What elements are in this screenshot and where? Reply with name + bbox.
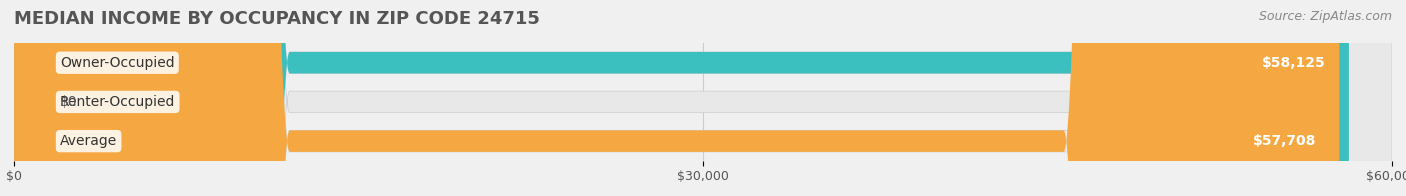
Text: Average: Average <box>60 134 117 148</box>
FancyBboxPatch shape <box>14 0 1392 196</box>
Text: Renter-Occupied: Renter-Occupied <box>60 95 176 109</box>
FancyBboxPatch shape <box>14 0 1392 196</box>
Text: $58,125: $58,125 <box>1263 56 1326 70</box>
FancyBboxPatch shape <box>14 0 1340 196</box>
Text: Source: ZipAtlas.com: Source: ZipAtlas.com <box>1258 10 1392 23</box>
FancyBboxPatch shape <box>14 0 1348 196</box>
FancyBboxPatch shape <box>14 0 1392 196</box>
Text: $0: $0 <box>60 95 77 109</box>
Text: $57,708: $57,708 <box>1253 134 1316 148</box>
Text: MEDIAN INCOME BY OCCUPANCY IN ZIP CODE 24715: MEDIAN INCOME BY OCCUPANCY IN ZIP CODE 2… <box>14 10 540 28</box>
Text: Owner-Occupied: Owner-Occupied <box>60 56 174 70</box>
